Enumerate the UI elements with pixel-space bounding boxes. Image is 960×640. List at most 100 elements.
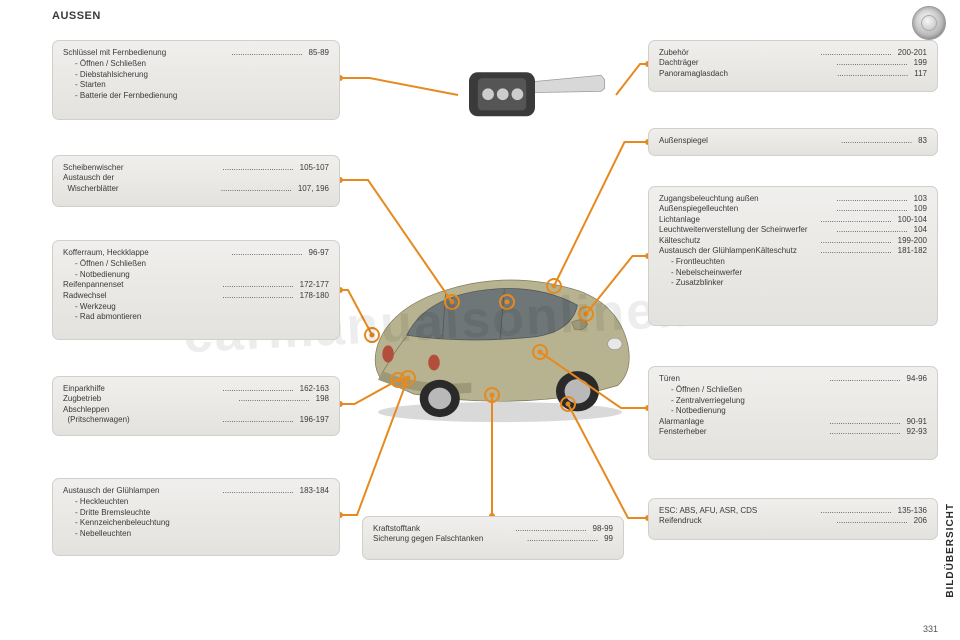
callout-row: Außenspiegel ...........................… — [659, 136, 927, 146]
callout-row: Kälteschutz ............................… — [659, 236, 927, 246]
callout-label: Außenspiegel — [659, 136, 835, 146]
callout-subitem: Werkzeug — [75, 302, 329, 312]
dotted-leader: ................................ — [821, 246, 892, 256]
callout-row: Austausch der — [63, 173, 329, 183]
dotted-leader: ................................ — [223, 280, 294, 290]
callout-pages: 90-91 — [907, 417, 927, 427]
callout-pages: 100-104 — [898, 215, 927, 225]
callout-pages: 98-99 — [593, 524, 613, 534]
callout-row: Alarmanlage ............................… — [659, 417, 927, 427]
callout-label: Kraftstofftank — [373, 524, 509, 534]
callout-sublist: Öffnen / SchließenNotbedienung — [63, 259, 329, 280]
callout-row: Reifenpannenset ........................… — [63, 280, 329, 290]
callout-subitem: Notbedienung — [671, 406, 927, 416]
callout-subitem: Nebelleuchten — [75, 529, 329, 539]
callout-pages: 117 — [914, 69, 927, 79]
callout-label: Zugangsbeleuchtung außen — [659, 194, 831, 204]
callout-pages: 181-182 — [898, 246, 927, 256]
callout-pages: 198 — [316, 394, 329, 404]
callout-pages: 199 — [914, 58, 927, 68]
callout-row: Dachträger .............................… — [659, 58, 927, 68]
callout-row: (Pritschenwagen) .......................… — [63, 415, 329, 425]
side-section-label: BILDÜBERSICHT — [945, 503, 956, 598]
dotted-leader: ................................ — [841, 136, 912, 146]
callout-kofferraum: Kofferraum, Heckklappe .................… — [52, 240, 340, 340]
callout-subitem: Zentralverriegelung — [671, 396, 927, 406]
callout-label: Sicherung gegen Falschtanken — [373, 534, 521, 544]
callout-label: Wischerblätter — [63, 184, 215, 194]
callout-einparkhilfe: Einparkhilfe ...........................… — [52, 376, 340, 436]
callout-zugang: Zugangsbeleuchtung außen ...............… — [648, 186, 938, 326]
dotted-leader: ................................ — [837, 516, 908, 526]
dotted-leader: ................................ — [821, 48, 892, 58]
callout-subitem: Rad abmontieren — [75, 312, 329, 322]
callout-row: Lichtanlage ............................… — [659, 215, 927, 225]
callout-pages: 135-136 — [898, 506, 927, 516]
callout-sublist: FrontleuchtenNebelscheinwerferZusatzblin… — [659, 257, 927, 288]
key-fob-illustration — [460, 62, 610, 128]
dotted-leader: ................................ — [837, 58, 908, 68]
callout-row: Austausch der Glühlampen ...............… — [63, 486, 329, 496]
callout-pages: 105-107 — [300, 163, 329, 173]
callout-pages: 178-180 — [300, 291, 329, 301]
callout-pages: 206 — [914, 516, 927, 526]
dotted-leader: ................................ — [821, 236, 892, 246]
callout-label: Schlüssel mit Fernbedienung — [63, 48, 225, 58]
manual-page: AUSSEN BILDÜBERSICHT 331 — [0, 0, 960, 640]
callout-tueren: Türen ................................ 9… — [648, 366, 938, 460]
callout-row: Außenspiegelleuchten ...................… — [659, 204, 927, 214]
callout-pages: 200-201 — [898, 48, 927, 58]
callout-pages: 109 — [914, 204, 927, 214]
dotted-leader: ................................ — [231, 48, 302, 58]
callout-subitem: Öffnen / Schließen — [671, 385, 927, 395]
dotted-leader: ................................ — [829, 417, 900, 427]
callout-label: Radwechsel — [63, 291, 217, 301]
callout-label: ESC: ABS, AFU, ASR, CDS — [659, 506, 815, 516]
callout-row: Austausch der GlühlampenKälteschutz ....… — [659, 246, 927, 256]
callout-row: Radwechsel .............................… — [63, 291, 329, 301]
callout-sublist: WerkzeugRad abmontieren — [63, 302, 329, 323]
callout-label: Austausch der — [63, 173, 329, 183]
callout-label: Scheibenwischer — [63, 163, 217, 173]
dotted-leader: ................................ — [821, 506, 892, 516]
callout-label: Zugbetrieb — [63, 394, 233, 404]
callout-row: Einparkhilfe ...........................… — [63, 384, 329, 394]
callout-sublist: HeckleuchtenDritte BremsleuchteKennzeich… — [63, 497, 329, 539]
callout-row: Wischerblätter .........................… — [63, 184, 329, 194]
callout-zubehoer: Zubehör ................................… — [648, 40, 938, 92]
side-section-tab: BILDÜBERSICHT — [940, 490, 960, 610]
callout-label: Abschleppen — [63, 405, 329, 415]
callout-label: Austausch der Glühlampen — [63, 486, 217, 496]
dotted-leader: ................................ — [837, 69, 908, 79]
callout-label: Dachträger — [659, 58, 831, 68]
callout-row: Reifendruck ............................… — [659, 516, 927, 526]
callout-subitem: Nebelscheinwerfer — [671, 268, 927, 278]
callout-label: Lichtanlage — [659, 215, 815, 225]
callout-pages: 103 — [914, 194, 927, 204]
callout-schluessel: Schlüssel mit Fernbedienung ............… — [52, 40, 340, 120]
dotted-leader: ................................ — [231, 248, 302, 258]
callout-pages: 96-97 — [309, 248, 329, 258]
page-number: 331 — [923, 624, 938, 634]
callout-esc: ESC: ABS, AFU, ASR, CDS ................… — [648, 498, 938, 540]
callout-label: Austausch der GlühlampenKälteschutz — [659, 246, 815, 256]
callout-sublist: Öffnen / SchließenDiebstahlsicherungStar… — [63, 59, 329, 101]
callout-pages: 99 — [604, 534, 613, 544]
callout-pages: 83 — [918, 136, 927, 146]
callout-scheibenwischer: Scheibenwischer ........................… — [52, 155, 340, 207]
callout-subitem: Notbedienung — [75, 270, 329, 280]
callout-pages: 94-96 — [907, 374, 927, 384]
callout-label: Kofferraum, Heckklappe — [63, 248, 225, 258]
callout-subitem: Kennzeichenbeleuchtung — [75, 518, 329, 528]
callout-label: Außenspiegelleuchten — [659, 204, 831, 214]
dotted-leader: ................................ — [223, 415, 294, 425]
callout-subitem: Diebstahlsicherung — [75, 70, 329, 80]
dial-icon — [912, 6, 946, 40]
callout-label: Reifenpannenset — [63, 280, 217, 290]
callout-kraftstoff: Kraftstofftank .........................… — [362, 516, 624, 560]
callout-pages: 199-200 — [898, 236, 927, 246]
dotted-leader: ................................ — [239, 394, 310, 404]
dotted-leader: ................................ — [821, 215, 892, 225]
callout-row: Zugbetrieb .............................… — [63, 394, 329, 404]
dotted-leader: ................................ — [527, 534, 598, 544]
